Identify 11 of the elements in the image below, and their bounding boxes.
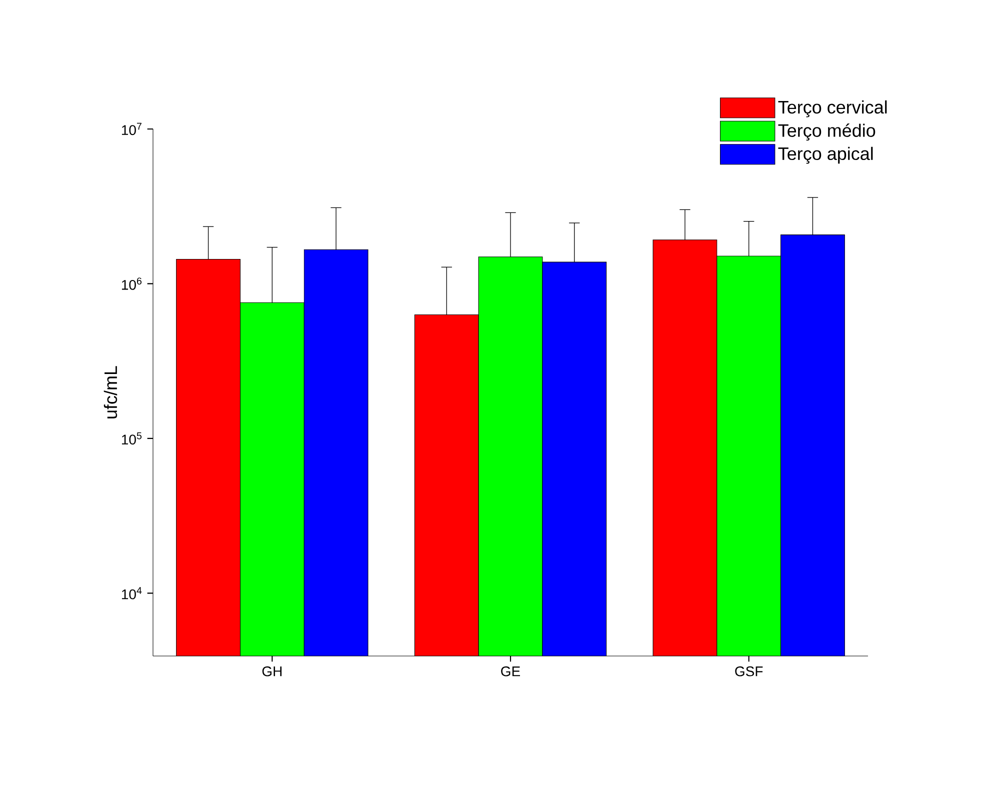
y-tick-label: 10$^{7}$ <box>122 122 142 136</box>
y-tick-label: 10$^{4}$ <box>122 587 142 600</box>
x-tick-label: GSF <box>735 666 763 676</box>
legend-label: Terço médio <box>778 124 876 141</box>
x-tick-label: GH <box>262 666 282 676</box>
x-tick-label: GE <box>501 666 520 676</box>
legend-label: Terço apical <box>778 146 873 164</box>
y-tick-label: 10$^{6}$ <box>122 278 142 290</box>
legend-label: Terço cervical <box>778 100 887 118</box>
y-axis-title: ufc/mL <box>104 366 118 418</box>
y-tick-label: 10$^{5}$ <box>122 432 142 445</box>
